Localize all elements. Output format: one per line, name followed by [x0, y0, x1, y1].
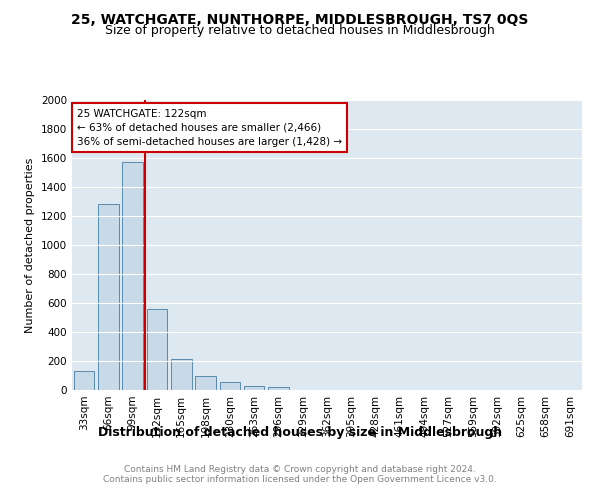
Text: Contains public sector information licensed under the Open Government Licence v3: Contains public sector information licen…: [103, 474, 497, 484]
Bar: [74, 371, 94, 390]
Bar: [98, 204, 119, 390]
Text: Contains HM Land Registry data © Crown copyright and database right 2024.: Contains HM Land Registry data © Crown c…: [124, 464, 476, 473]
Text: Distribution of detached houses by size in Middlesbrough: Distribution of detached houses by size …: [98, 426, 502, 439]
Text: Size of property relative to detached houses in Middlesbrough: Size of property relative to detached ho…: [105, 24, 495, 37]
Bar: [122, 162, 143, 390]
Y-axis label: Number of detached properties: Number of detached properties: [25, 158, 35, 332]
Text: 25 WATCHGATE: 122sqm
← 63% of detached houses are smaller (2,466)
36% of semi-de: 25 WATCHGATE: 122sqm ← 63% of detached h…: [77, 108, 342, 146]
Bar: [195, 376, 216, 390]
Bar: [220, 382, 240, 390]
Bar: [171, 359, 191, 390]
Text: 25, WATCHGATE, NUNTHORPE, MIDDLESBROUGH, TS7 0QS: 25, WATCHGATE, NUNTHORPE, MIDDLESBROUGH,…: [71, 12, 529, 26]
Bar: [244, 386, 265, 390]
Bar: [146, 309, 167, 390]
Bar: [268, 388, 289, 390]
